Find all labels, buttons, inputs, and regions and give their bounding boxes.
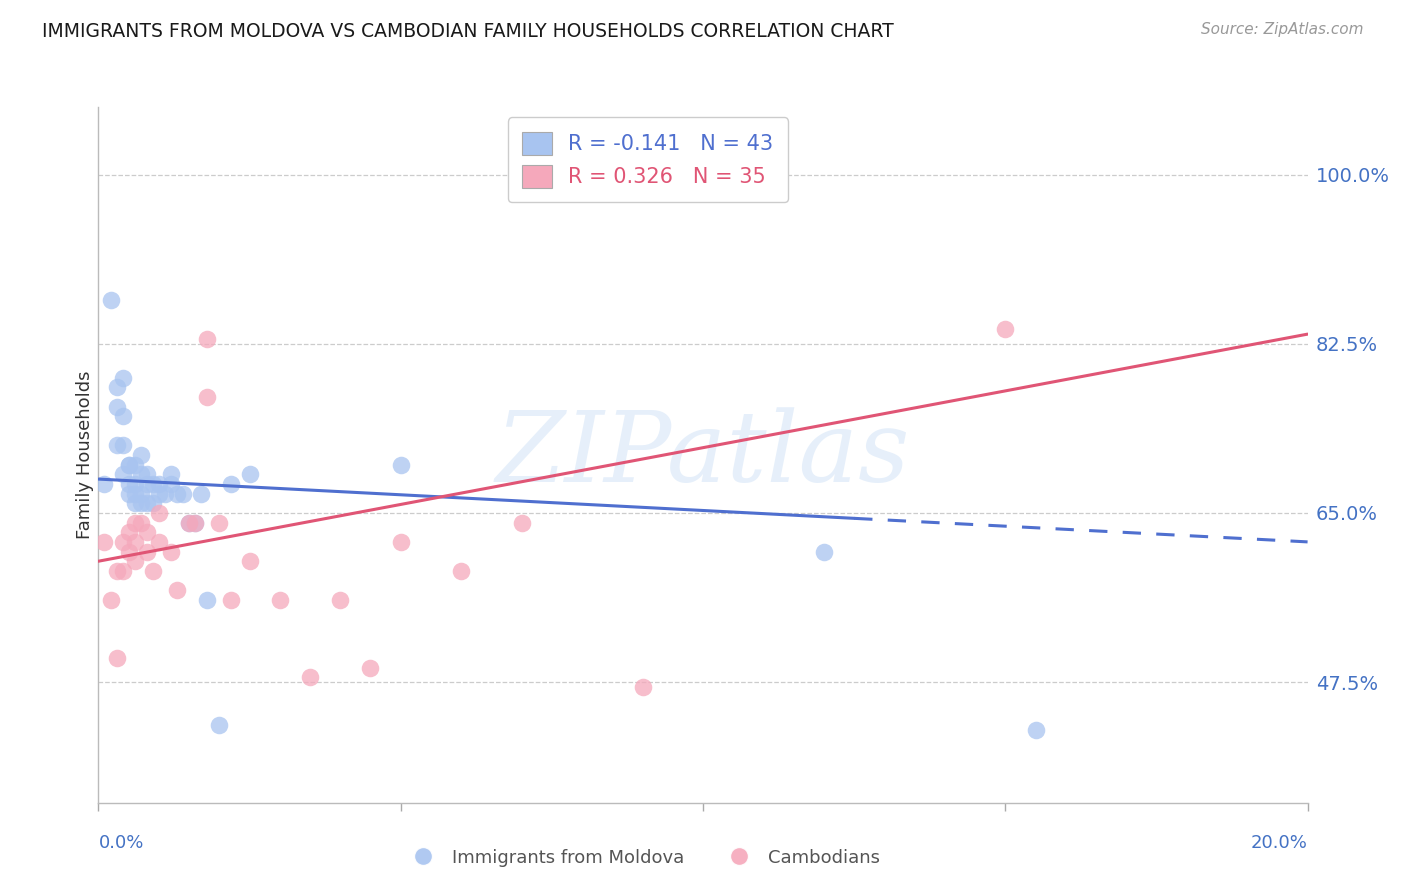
Point — [208, 516, 231, 530]
Point — [195, 390, 218, 404]
Point — [129, 516, 152, 530]
Point — [389, 535, 412, 549]
Y-axis label: Family Households: Family Households — [76, 371, 94, 539]
Point — [239, 467, 262, 482]
Point — [184, 516, 207, 530]
Point — [100, 592, 122, 607]
Point — [179, 516, 201, 530]
Point — [135, 544, 157, 558]
Point — [160, 476, 183, 491]
Point — [239, 554, 262, 568]
Point — [105, 564, 128, 578]
Point — [148, 506, 170, 520]
Point — [813, 544, 835, 558]
Point — [269, 592, 291, 607]
Point — [124, 535, 146, 549]
Point — [111, 467, 134, 482]
Point — [190, 486, 212, 500]
Point — [100, 293, 122, 308]
Point — [118, 486, 141, 500]
Point — [118, 476, 141, 491]
Point — [124, 554, 146, 568]
Point — [118, 458, 141, 472]
Point — [153, 486, 176, 500]
Point — [124, 486, 146, 500]
Point — [148, 476, 170, 491]
Point — [124, 476, 146, 491]
Point — [389, 458, 412, 472]
Point — [195, 332, 218, 346]
Point — [111, 409, 134, 424]
Point — [631, 680, 654, 694]
Point — [142, 476, 165, 491]
Point — [329, 592, 352, 607]
Point — [221, 476, 243, 491]
Point — [195, 592, 218, 607]
Point — [510, 516, 533, 530]
Point — [172, 486, 194, 500]
Point — [124, 496, 146, 510]
Point — [135, 467, 157, 482]
Point — [129, 486, 152, 500]
Point — [135, 525, 157, 540]
Point — [184, 516, 207, 530]
Point — [111, 438, 134, 452]
Text: 20.0%: 20.0% — [1251, 834, 1308, 852]
Point — [160, 467, 183, 482]
Point — [118, 458, 141, 472]
Point — [142, 496, 165, 510]
Text: 0.0%: 0.0% — [98, 834, 143, 852]
Legend: Immigrants from Moldova, Cambodians: Immigrants from Moldova, Cambodians — [398, 841, 887, 874]
Point — [148, 486, 170, 500]
Point — [299, 670, 322, 684]
Point — [105, 651, 128, 665]
Point — [994, 322, 1017, 336]
Point — [124, 458, 146, 472]
Point — [208, 718, 231, 732]
Point — [129, 467, 152, 482]
Point — [142, 564, 165, 578]
Text: IMMIGRANTS FROM MOLDOVA VS CAMBODIAN FAMILY HOUSEHOLDS CORRELATION CHART: IMMIGRANTS FROM MOLDOVA VS CAMBODIAN FAM… — [42, 22, 894, 41]
Point — [93, 535, 115, 549]
Point — [148, 535, 170, 549]
Point — [111, 370, 134, 384]
Point — [221, 592, 243, 607]
Point — [1024, 723, 1046, 738]
Point — [105, 400, 128, 414]
Text: Source: ZipAtlas.com: Source: ZipAtlas.com — [1201, 22, 1364, 37]
Point — [129, 496, 152, 510]
Point — [118, 525, 141, 540]
Text: ZIPatlas: ZIPatlas — [496, 408, 910, 502]
Point — [105, 380, 128, 394]
Point — [166, 486, 188, 500]
Point — [129, 448, 152, 462]
Point — [105, 438, 128, 452]
Point — [179, 516, 201, 530]
Point — [360, 660, 382, 674]
Point — [160, 544, 183, 558]
Point — [93, 476, 115, 491]
Point — [124, 516, 146, 530]
Point — [118, 544, 141, 558]
Point — [166, 583, 188, 598]
Point — [135, 496, 157, 510]
Point — [450, 564, 472, 578]
Point — [135, 476, 157, 491]
Point — [111, 535, 134, 549]
Point — [111, 564, 134, 578]
